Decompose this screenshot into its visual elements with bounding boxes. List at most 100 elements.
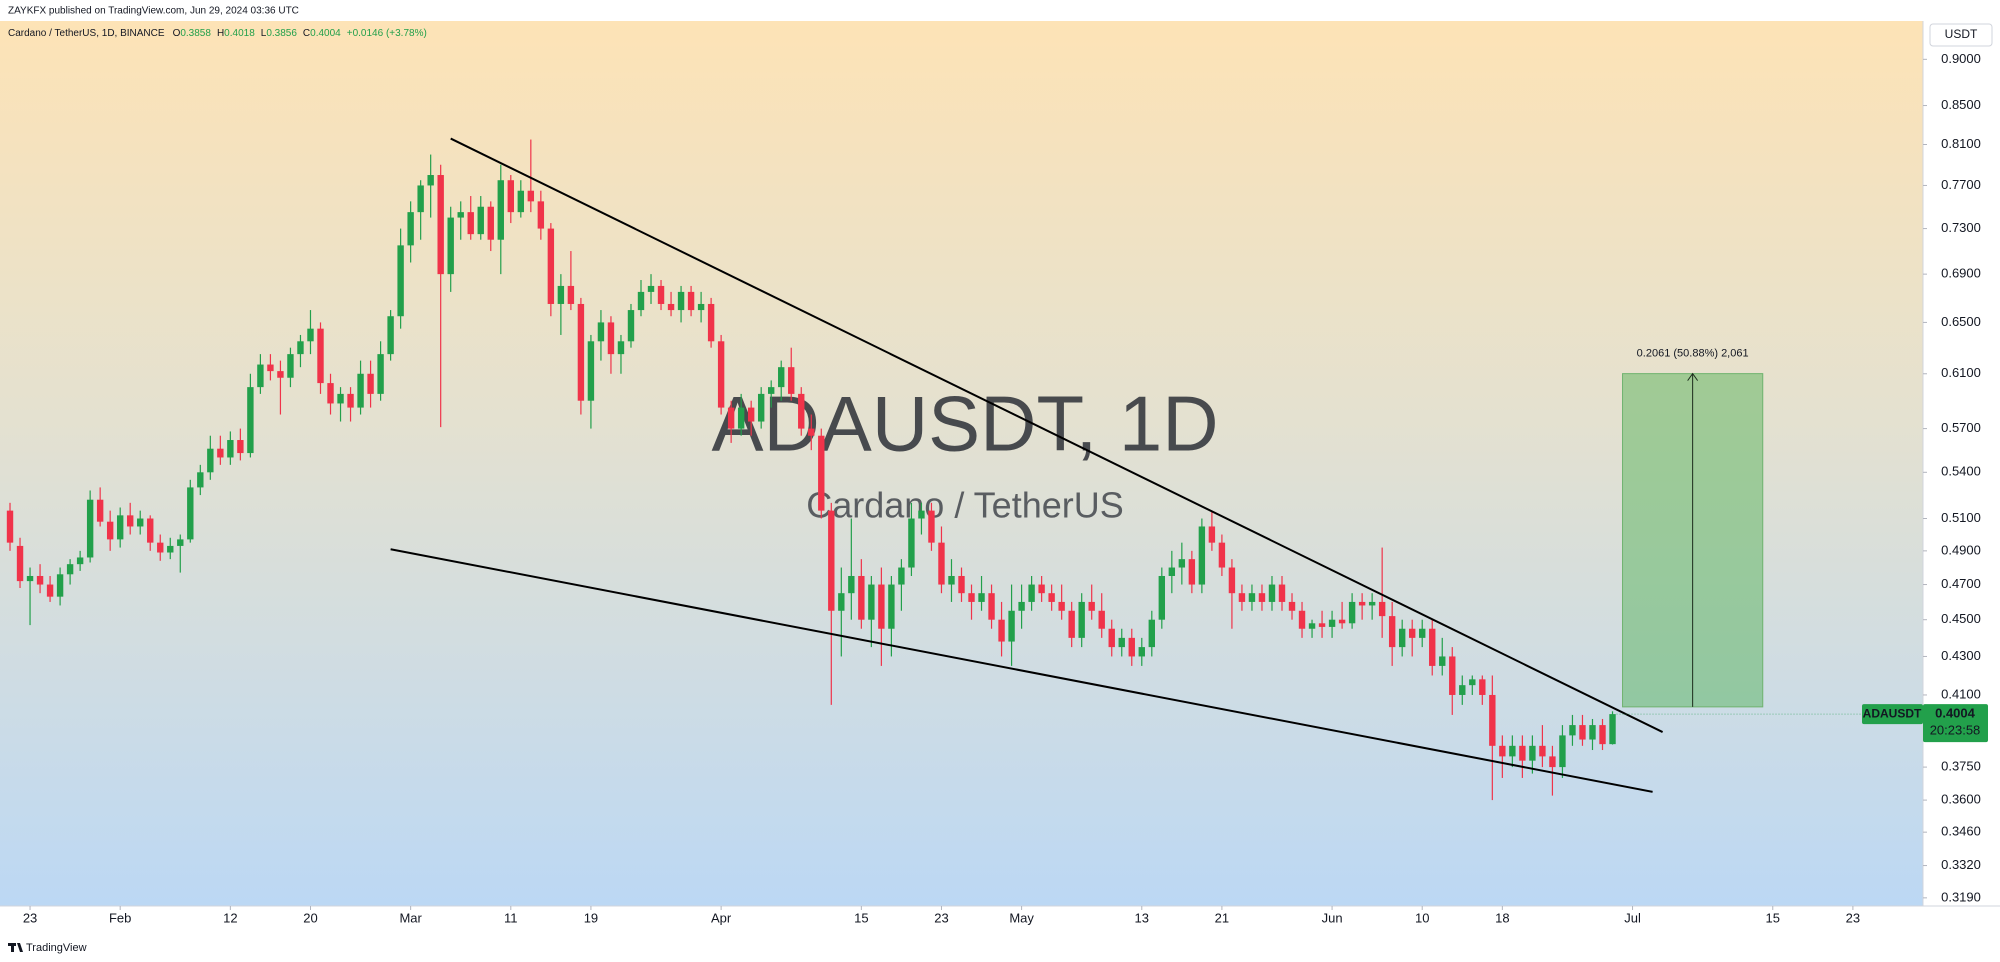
candle-body: [247, 387, 254, 454]
candle-body: [617, 341, 625, 355]
candle-body: [647, 285, 655, 292]
candle-body: [1489, 694, 1496, 746]
candles: [6, 139, 1616, 801]
candle-body: [677, 291, 685, 311]
candle-body: [1288, 601, 1296, 611]
candle-body: [1028, 584, 1035, 602]
candle-body: [888, 584, 895, 629]
candle-body: [667, 303, 675, 311]
currency-box[interactable]: [1929, 23, 1993, 47]
candle-body: [1569, 725, 1576, 736]
candle-body: [1388, 616, 1396, 648]
candle-body: [46, 584, 54, 597]
x-tick-label: 13: [1135, 910, 1149, 925]
candle-body: [277, 371, 284, 378]
candle-body: [1589, 725, 1596, 740]
candle-body: [26, 575, 34, 582]
candle-body: [1018, 601, 1025, 611]
candle-body: [687, 291, 695, 311]
candle-body: [1509, 745, 1516, 757]
candle-body: [637, 291, 645, 311]
candle-body: [76, 557, 84, 565]
candle-body: [868, 584, 875, 620]
tag-price: 0.4004: [1935, 706, 1976, 721]
tag-symbol-box: [1862, 704, 1923, 725]
y-tick-label: 0.9000: [1941, 51, 1981, 66]
candle-body: [116, 515, 124, 540]
x-tick-label: May: [1009, 910, 1034, 925]
candle-body: [347, 393, 354, 408]
logo-v: [17, 943, 23, 952]
candle-body: [1058, 601, 1065, 611]
candle-body: [527, 190, 535, 202]
logo-stem: [11, 943, 14, 952]
candle-body: [1378, 601, 1386, 617]
candle-body: [988, 593, 995, 620]
candle-body: [1178, 559, 1186, 568]
footer-brand: TradingView: [26, 942, 87, 954]
candle-body: [16, 545, 24, 582]
candle-body: [808, 428, 815, 436]
trendline: [450, 137, 1664, 733]
candle-body: [1539, 745, 1546, 757]
y-tick-label: 0.6100: [1941, 365, 1981, 380]
x-tick-label: 23: [23, 910, 37, 925]
candle-body: [106, 521, 114, 540]
ohlc-label: O: [173, 28, 181, 39]
candle-body: [1328, 619, 1336, 627]
candle-body: [707, 303, 715, 342]
x-tick-label: Jul: [1624, 910, 1641, 925]
y-tick-label: 0.5400: [1941, 464, 1981, 479]
x-tick-label: 10: [1415, 910, 1429, 925]
y-tick-label: 0.4900: [1941, 542, 1981, 557]
candle-body: [1188, 559, 1196, 585]
candle-body: [918, 510, 925, 519]
y-tick-label: 0.4300: [1941, 648, 1981, 663]
candle-body: [908, 518, 915, 568]
symbol: Cardano / TetherUS, 1D, BINANCE: [8, 28, 165, 39]
y-tick-label: 0.3460: [1941, 824, 1981, 839]
candle-body: [287, 354, 294, 378]
x-tick-label: 23: [934, 910, 948, 925]
candle-body: [237, 440, 244, 454]
y-tick-label: 0.4700: [1941, 576, 1981, 591]
candle-body: [657, 285, 665, 304]
candle-body: [477, 206, 484, 235]
candle-body: [1609, 714, 1616, 745]
y-tick-label: 0.5700: [1941, 420, 1981, 435]
candle-body: [517, 190, 525, 213]
candle-body: [1368, 601, 1376, 606]
y-tick-label: 0.7700: [1941, 177, 1981, 192]
candle-body: [798, 393, 805, 429]
candle-body: [948, 575, 955, 585]
candle-body: [1338, 619, 1346, 624]
candle-body: [577, 303, 585, 401]
candle-body: [597, 322, 605, 342]
candle-body: [998, 619, 1005, 642]
candle-body: [547, 228, 555, 304]
candle-body: [1048, 593, 1055, 602]
candle-body: [747, 407, 755, 422]
candle-body: [1439, 656, 1446, 666]
candle-body: [137, 518, 144, 527]
candle-body: [1318, 623, 1326, 627]
candle-body: [567, 285, 575, 304]
candle-body: [1158, 575, 1166, 620]
measure-label: 0.2061 (50.88%) 2,061: [1637, 348, 1749, 360]
candle-body: [1469, 679, 1476, 686]
ohlc-value: 0.4018: [224, 28, 255, 39]
y-tick-label: 0.5100: [1941, 510, 1981, 525]
trendline: [390, 548, 1653, 793]
candle-body: [757, 393, 765, 422]
candle-body: [227, 440, 234, 458]
x-tick-label: Jun: [1322, 910, 1343, 925]
candle-body: [167, 545, 174, 553]
x-tick-label: 20: [303, 910, 317, 925]
candle-body: [1038, 584, 1045, 594]
y-tick-label: 0.3190: [1941, 889, 1981, 904]
candle-body: [417, 185, 424, 213]
x-tick-label: 11: [504, 910, 518, 925]
y-tick-label: 0.4100: [1941, 686, 1981, 701]
candle-body: [1278, 584, 1286, 602]
